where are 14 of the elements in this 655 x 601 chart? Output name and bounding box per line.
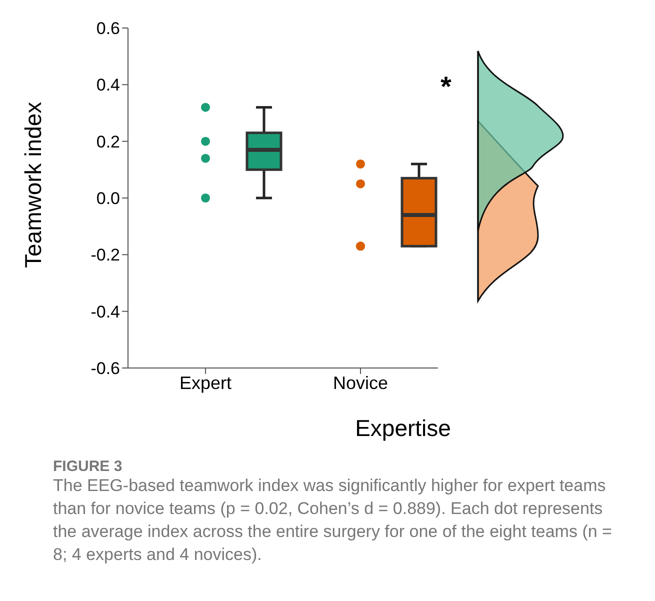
y-tick-label: 0.4: [96, 76, 120, 95]
text: *: [440, 70, 452, 103]
y-tick-label: -0.4: [90, 302, 120, 322]
y-tick-label: -0.2: [90, 246, 120, 265]
y-tick-label: 0.0: [96, 189, 120, 208]
x-tick-label: Expert: [179, 372, 232, 393]
y-tick-label: 0.6: [96, 19, 120, 38]
y-axis-title: Teamwork index: [20, 101, 46, 268]
x-axis-title: Expertise: [355, 415, 451, 441]
y-tick-label: 0.2: [96, 132, 120, 152]
text: The EEG-based teamwork index was significantly higher for expert teams than for novice teams (p = 0.02, Cohen’s d = 0.889). Each dot represents the average index across the entire surgery for one of the eight teams (n = 8; 4 experts and 4 novices).: [53, 475, 613, 566]
y-tick-label: -0.6: [90, 359, 120, 378]
x-tick-label: Novice: [332, 372, 388, 393]
caption: FIGURE 3: [53, 458, 124, 475]
